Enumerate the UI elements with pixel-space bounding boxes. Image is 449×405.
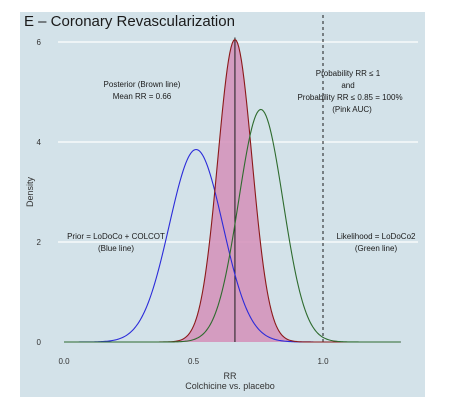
y-tick-label-0: 0 bbox=[37, 338, 42, 347]
posterior-fill bbox=[64, 39, 401, 342]
likelihood-annotation-line2: (Green line) bbox=[355, 244, 398, 253]
likelihood-curve bbox=[64, 108, 401, 343]
x-axis-sublabel: Colchicine vs. placebo bbox=[185, 381, 275, 391]
posterior-auc-area bbox=[64, 39, 401, 342]
probability-annotation-line4: (Pink AUC) bbox=[332, 105, 372, 114]
probability-annotation-line2: and bbox=[341, 81, 354, 90]
probability-annotation-line1: Probability RR ≤ 1 bbox=[316, 69, 381, 78]
probability-annotation-line3: Probability RR ≤ 0.85 = 100% bbox=[297, 93, 402, 102]
likelihood-annotation-line1: Likelihood = LoDoCo2 bbox=[337, 232, 416, 241]
x-axis-label: RR bbox=[224, 371, 237, 381]
reference-lines bbox=[234, 14, 324, 342]
y-axis-label: Density bbox=[25, 176, 35, 207]
x-tick-label-0.0: 0.0 bbox=[58, 357, 70, 366]
prior-annotation-line1: Prior = LoDoCo + COLCOT bbox=[67, 232, 165, 241]
y-tick-label-6: 6 bbox=[37, 38, 42, 47]
x-tick-label-0.5: 0.5 bbox=[188, 357, 200, 366]
prior-annotation-line2: (Blue line) bbox=[98, 244, 134, 253]
density-curves bbox=[64, 38, 401, 343]
y-tick-label-2: 2 bbox=[37, 238, 42, 247]
chart-title: E – Coronary Revascularization bbox=[24, 13, 235, 30]
x-tick-label-1.0: 1.0 bbox=[317, 357, 329, 366]
posterior-annotation-line1: Posterior (Brown line) bbox=[104, 80, 181, 89]
y-tick-label-4: 4 bbox=[37, 138, 42, 147]
posterior-annotation-line2: Mean RR = 0.66 bbox=[113, 92, 172, 101]
axis-ticks: 0 2 4 6 0.0 0.5 1.0 bbox=[37, 38, 330, 366]
